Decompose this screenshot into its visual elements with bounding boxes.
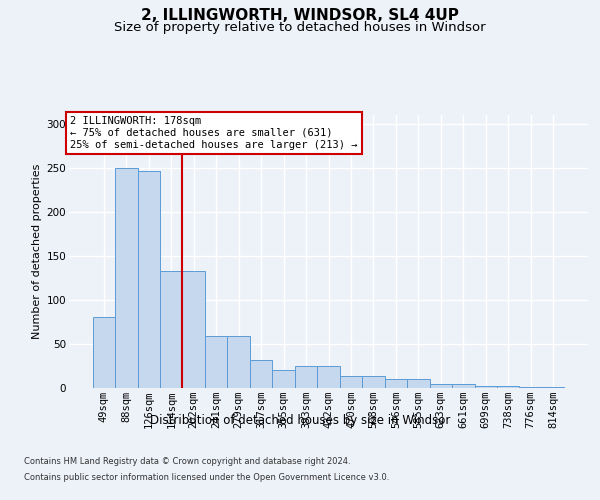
Text: 2 ILLINGWORTH: 178sqm
← 75% of detached houses are smaller (631)
25% of semi-det: 2 ILLINGWORTH: 178sqm ← 75% of detached …	[70, 116, 358, 150]
Bar	[227, 336, 250, 388]
Bar	[475, 386, 497, 388]
Bar	[407, 378, 430, 388]
Text: Contains HM Land Registry data © Crown copyright and database right 2024.: Contains HM Land Registry data © Crown c…	[24, 458, 350, 466]
Text: Size of property relative to detached houses in Windsor: Size of property relative to detached ho…	[114, 21, 486, 34]
Y-axis label: Number of detached properties: Number of detached properties	[32, 164, 43, 339]
Bar	[272, 370, 295, 388]
Bar	[520, 386, 542, 388]
Bar	[452, 384, 475, 388]
Bar	[92, 317, 115, 388]
Bar	[542, 386, 565, 388]
Bar	[115, 168, 137, 388]
Text: 2, ILLINGWORTH, WINDSOR, SL4 4UP: 2, ILLINGWORTH, WINDSOR, SL4 4UP	[141, 8, 459, 22]
Bar	[205, 336, 227, 388]
Bar	[385, 378, 407, 388]
Bar	[430, 384, 452, 388]
Bar	[137, 172, 160, 388]
Text: Contains public sector information licensed under the Open Government Licence v3: Contains public sector information licen…	[24, 472, 389, 482]
Bar	[497, 386, 520, 388]
Bar	[182, 272, 205, 388]
Bar	[160, 272, 182, 388]
Bar	[250, 360, 272, 388]
Text: Distribution of detached houses by size in Windsor: Distribution of detached houses by size …	[150, 414, 450, 427]
Bar	[295, 366, 317, 388]
Bar	[362, 376, 385, 388]
Bar	[317, 366, 340, 388]
Bar	[340, 376, 362, 388]
